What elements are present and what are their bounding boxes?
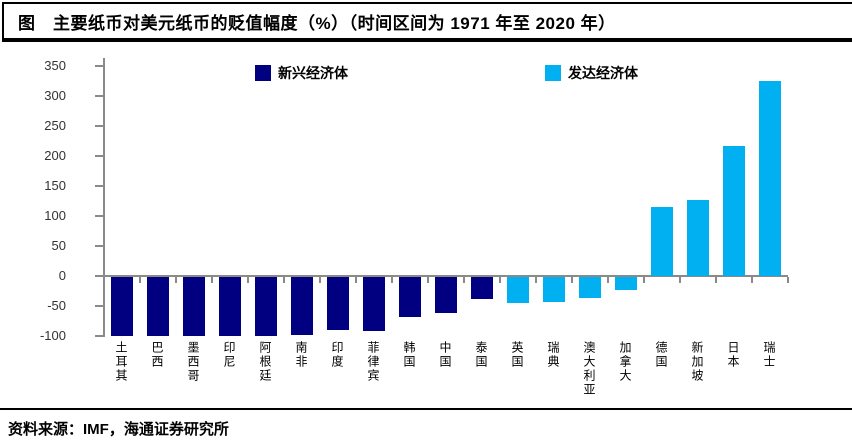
source-text: 资料来源：IMF，海通证券研究所 <box>8 421 229 438</box>
y-axis-tick <box>95 185 104 187</box>
x-axis-tick <box>463 277 465 283</box>
y-axis-tick <box>95 275 104 277</box>
x-axis-category-label: 新加坡 <box>690 341 704 383</box>
y-axis-tick-label: -100 <box>39 328 66 343</box>
x-axis-category-label: 加拿大 <box>618 341 632 383</box>
y-axis-tick-label: 200 <box>44 148 66 163</box>
bar-韩国 <box>399 277 421 317</box>
source-row: 资料来源：IMF，海通证券研究所 <box>0 408 852 439</box>
x-axis-tick <box>319 277 321 283</box>
bar-英国 <box>507 277 529 303</box>
x-axis-category-label: 印尼 <box>222 341 236 369</box>
x-axis-category-label: 英国 <box>510 341 524 369</box>
bar-菲律宾 <box>363 277 385 332</box>
legend-swatch-developed <box>545 65 561 81</box>
bar-印尼 <box>219 277 241 336</box>
bar-日本 <box>723 145 745 276</box>
y-axis-tick <box>95 215 104 217</box>
y-axis-tick <box>95 65 104 67</box>
x-axis-tick <box>571 277 573 283</box>
bar-加拿大 <box>615 277 637 290</box>
x-axis-tick <box>679 277 681 283</box>
x-axis-category-label: 菲律宾 <box>366 341 380 383</box>
bar-瑞士 <box>759 81 781 276</box>
bar-阿根廷 <box>255 277 277 336</box>
y-axis-tick-label: -50 <box>47 298 66 313</box>
x-axis-category-label: 巴西 <box>150 341 164 369</box>
x-axis-tick <box>535 277 537 283</box>
bar-澳大利亚 <box>579 277 601 298</box>
x-axis-line <box>104 275 788 277</box>
x-axis-tick <box>391 277 393 283</box>
y-axis-tick-label: 300 <box>44 88 66 103</box>
y-axis-tick <box>95 95 104 97</box>
bar-中国 <box>435 277 457 314</box>
x-axis-category-label: 泰国 <box>474 341 488 369</box>
y-axis-line <box>103 58 105 337</box>
x-axis-tick <box>715 277 717 283</box>
figure-title: 图 主要纸币对美元纸币的贬值幅度（%）（时间区间为 1971 年至 2020 年… <box>18 13 616 33</box>
x-axis-category-label: 土耳其 <box>114 341 128 383</box>
legend-item-developed: 发达经济体 <box>545 64 638 82</box>
x-axis-category-label: 阿根廷 <box>258 341 272 383</box>
x-axis-category-label: 南非 <box>294 341 308 369</box>
x-axis-tick <box>787 277 789 283</box>
x-axis-tick <box>751 277 753 283</box>
x-axis-tick <box>283 277 285 283</box>
bar-土耳其 <box>111 277 133 336</box>
y-axis-tick <box>95 125 104 127</box>
y-axis-tick <box>95 335 104 337</box>
y-axis-tick-label: 50 <box>51 238 66 253</box>
y-axis-tick <box>95 245 104 247</box>
x-axis-tick <box>247 277 249 283</box>
x-axis-tick <box>355 277 357 283</box>
x-axis-category-label: 墨西哥 <box>186 341 200 383</box>
x-axis-category-label: 瑞典 <box>546 341 560 369</box>
x-axis-category-label: 澳大利亚 <box>582 341 596 397</box>
bar-泰国 <box>471 277 493 299</box>
bar-巴西 <box>147 277 169 336</box>
y-axis-tick <box>95 155 104 157</box>
y-axis-tick-label: 150 <box>44 178 66 193</box>
bar-新加坡 <box>687 199 709 276</box>
y-axis-tick-label: 0 <box>58 268 66 283</box>
x-axis-tick <box>211 277 213 283</box>
y-axis-tick-label: 250 <box>44 118 66 133</box>
x-axis-tick <box>139 277 141 283</box>
x-axis-tick <box>607 277 609 283</box>
y-axis-tick-label: 350 <box>44 58 66 73</box>
x-axis-tick <box>499 277 501 283</box>
x-axis-category-label: 日本 <box>726 341 740 369</box>
x-axis-tick <box>643 277 645 283</box>
y-axis-tick-label: 100 <box>44 208 66 223</box>
bar-墨西哥 <box>183 277 205 336</box>
y-axis-tick <box>95 305 104 307</box>
legend-item-emerging: 新兴经济体 <box>255 64 348 82</box>
bar-印度 <box>327 277 349 330</box>
legend-swatch-emerging <box>255 65 271 81</box>
legend-label-developed: 发达经济体 <box>568 65 638 81</box>
figure-title-bar: 图 主要纸币对美元纸币的贬值幅度（%）（时间区间为 1971 年至 2020 年… <box>2 2 852 42</box>
bar-南非 <box>291 277 313 336</box>
x-axis-category-label: 瑞士 <box>762 341 776 369</box>
x-axis-category-label: 印度 <box>330 341 344 369</box>
x-axis-category-label: 中国 <box>438 341 452 369</box>
bar-瑞典 <box>543 277 565 302</box>
x-axis-tick <box>427 277 429 283</box>
bar-德国 <box>651 207 673 276</box>
x-axis-category-label: 德国 <box>654 341 668 369</box>
x-axis-category-label: 韩国 <box>402 341 416 369</box>
legend-label-emerging: 新兴经济体 <box>278 65 348 81</box>
x-axis-tick <box>175 277 177 283</box>
